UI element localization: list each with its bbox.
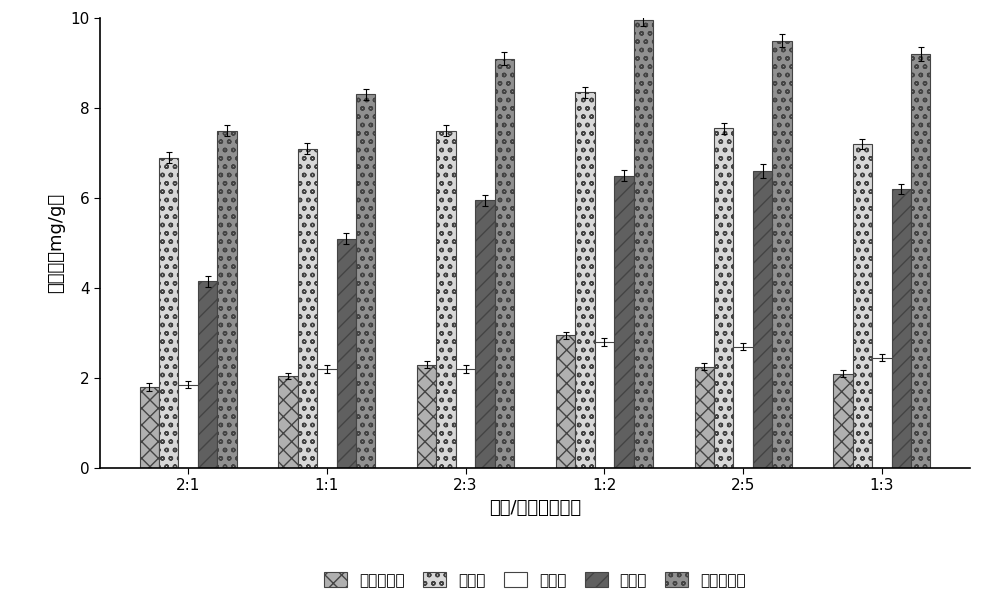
Bar	[417, 365, 436, 468]
Bar	[317, 369, 337, 468]
Bar	[436, 130, 456, 468]
Legend: 芦荣大黄素, 大黄酸, 大黄素, 大黄酚, 大黄素甲醚: 芦荣大黄素, 大黄酸, 大黄素, 大黄酚, 大黄素甲醚	[316, 564, 754, 595]
Bar	[634, 20, 653, 468]
Bar	[575, 92, 595, 468]
Bar	[853, 144, 872, 468]
Bar	[356, 94, 375, 468]
Bar	[337, 239, 356, 468]
Bar	[298, 148, 317, 468]
Bar	[833, 373, 853, 468]
Bar	[178, 385, 198, 468]
X-axis label: 乳酸/葡萄糖摩尔比: 乳酸/葡萄糖摩尔比	[489, 499, 581, 517]
Bar	[140, 387, 159, 468]
Bar	[714, 128, 733, 468]
Bar	[733, 346, 753, 468]
Bar	[892, 189, 911, 468]
Bar	[595, 342, 614, 468]
Bar	[556, 335, 575, 468]
Bar	[753, 171, 772, 468]
Bar	[198, 281, 217, 468]
Bar	[475, 200, 495, 468]
Bar	[495, 58, 514, 468]
Bar	[872, 358, 892, 468]
Bar	[456, 369, 475, 468]
Bar	[217, 130, 237, 468]
Y-axis label: 提取率（mg/g）: 提取率（mg/g）	[47, 193, 65, 293]
Bar	[278, 376, 298, 468]
Bar	[911, 54, 930, 468]
Bar	[614, 175, 634, 468]
Bar	[159, 157, 178, 468]
Bar	[695, 367, 714, 468]
Bar	[772, 40, 792, 468]
